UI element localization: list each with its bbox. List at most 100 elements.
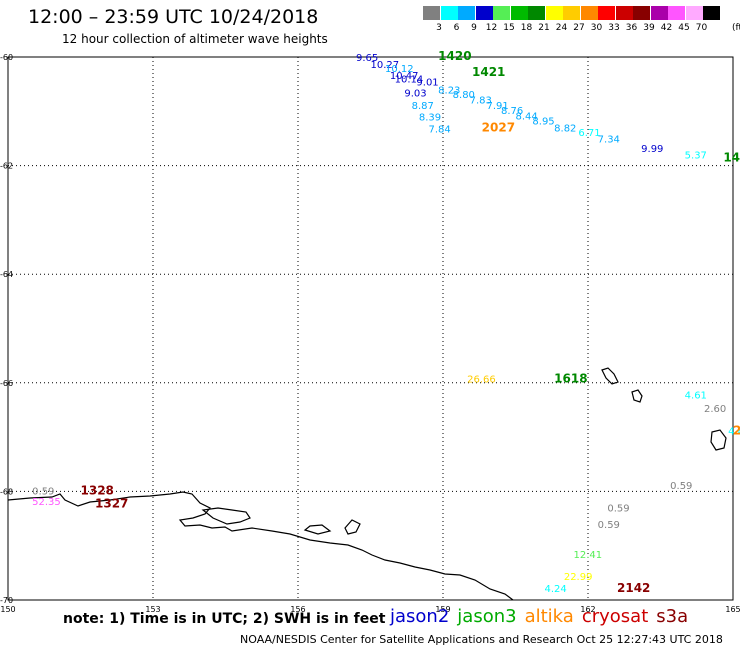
wave-height-value: 8.44	[516, 112, 538, 123]
wave-height-value: 8.82	[554, 124, 576, 135]
wave-height-value: 7.83	[470, 95, 492, 106]
wave-height-value: 8.76	[501, 106, 523, 117]
lon-tick-label: 159	[435, 605, 450, 614]
legend-swatch	[633, 6, 650, 20]
satellite-jason3: jason3	[457, 606, 517, 627]
lat-tick-label: -62	[0, 162, 13, 171]
legend-label: 33	[608, 23, 620, 33]
pass-time-label: 2142	[617, 581, 650, 595]
legend-swatch	[650, 6, 668, 20]
legend-swatch	[545, 6, 563, 20]
lat-tick-label: -60	[0, 53, 13, 62]
pass-time-label: 1421	[472, 65, 505, 79]
legend-swatch	[493, 6, 510, 20]
wave-height-value: 8.87	[412, 101, 434, 112]
pass-time-label: 2027	[482, 121, 515, 135]
wave-height-value: 22.99	[564, 572, 593, 583]
coast-inlet	[201, 507, 251, 525]
legend-label: 42	[660, 23, 673, 33]
wave-height-value: 7.34	[598, 134, 620, 145]
legend-swatch	[563, 6, 580, 20]
coastline	[7, 367, 727, 601]
legend-label: 70	[695, 23, 708, 33]
legend-label: 9	[471, 23, 477, 33]
legend-swatch	[703, 6, 720, 20]
legend-swatch	[685, 6, 703, 20]
pass-time-label: 1422	[723, 150, 740, 164]
satellite-s3a: s3a	[656, 606, 689, 627]
wave-height-value: 10.14	[395, 75, 424, 86]
wave-height-value: 4.48	[728, 427, 740, 438]
wave-height-value: 5.37	[685, 151, 707, 162]
wave-height-value: 12.41	[574, 550, 603, 561]
coast-island-1	[344, 519, 361, 535]
legend-label: 12	[485, 23, 498, 33]
wave-height-value: 8.95	[532, 117, 554, 128]
wave-height-value: 0.59	[607, 504, 629, 515]
legend-label: 30	[590, 23, 603, 33]
map-subtitle: 12 hour collection of altimeter wave hei…	[62, 32, 328, 46]
lat-tick-label: -66	[0, 379, 13, 388]
wave-height-value: 4.61	[685, 391, 707, 402]
lon-tick-label: 156	[290, 605, 305, 614]
legend-unit: (ft)	[732, 23, 740, 33]
legend-label: 15	[503, 23, 515, 33]
wave-height-value: 6.71	[578, 128, 600, 139]
coast-inlet-2	[303, 524, 332, 535]
legend-label: 21	[538, 23, 550, 33]
legend-swatch	[475, 6, 493, 20]
satellite-jason2: jason2	[390, 606, 450, 627]
legend-swatch	[580, 6, 598, 20]
pass-time-label: 1328	[81, 483, 114, 497]
pass-time-label: 1420	[438, 49, 471, 63]
wave-height-value: 0.59	[670, 481, 692, 492]
balleny-island-3	[710, 429, 727, 451]
wave-height-value: 9.99	[641, 144, 663, 155]
lon-tick-label: 162	[580, 605, 595, 614]
wave-height-value: 10.27	[371, 60, 400, 71]
wave-height-value: 7.84	[429, 125, 451, 136]
legend-label: 24	[555, 23, 568, 33]
legend-swatch	[615, 6, 633, 20]
legend-swatch	[598, 6, 615, 20]
balleny-island-2	[631, 389, 643, 403]
lon-tick-label: 153	[145, 605, 160, 614]
legend-swatch	[528, 6, 545, 20]
wave-height-value: 2.60	[704, 404, 726, 415]
satellite-legend: jason2 jason3 altika cryosat s3a	[390, 606, 696, 627]
balleny-island-1	[601, 367, 619, 385]
legend-label: 3	[436, 23, 442, 33]
graticule	[7, 56, 734, 601]
pass-time-label: 1618	[554, 371, 587, 385]
legend-label: 27	[573, 23, 585, 33]
wave-height-value: 0.59	[598, 520, 620, 531]
satellite-altika: altika	[524, 606, 574, 627]
lat-tick-label: -70	[0, 596, 13, 605]
legend-label: 18	[520, 23, 533, 33]
legend-swatch	[423, 6, 440, 20]
lon-tick-label: 150	[0, 605, 15, 614]
wave-height-value: 52.35	[32, 497, 61, 508]
wave-height-value: 8.80	[453, 90, 475, 101]
pass-time-label: 2025	[733, 424, 740, 438]
wave-height-value: 9.65	[356, 53, 378, 64]
lon-tick-label: 165	[725, 605, 740, 614]
map-frame	[7, 56, 734, 601]
map-title: 12:00 – 23:59 UTC 10/24/2018	[28, 6, 319, 28]
legend-swatch	[458, 6, 475, 20]
wave-height-value: 9.01	[416, 77, 438, 88]
wave-height-value: 10.47	[390, 71, 419, 82]
wave-height-value: 8.39	[419, 113, 441, 124]
satellite-cryosat: cryosat	[581, 606, 649, 627]
antarctic-coastline	[7, 491, 514, 601]
footnote: note: 1) Time is in UTC; 2) SWH is in fe…	[63, 611, 386, 627]
pass-time-label: 1327	[95, 496, 128, 510]
legend-label: 36	[625, 23, 638, 33]
wave-height-value: 0.59	[32, 486, 54, 497]
wave-height-value: 26.66	[467, 374, 496, 385]
wave-height-value: 8.23	[438, 86, 460, 97]
